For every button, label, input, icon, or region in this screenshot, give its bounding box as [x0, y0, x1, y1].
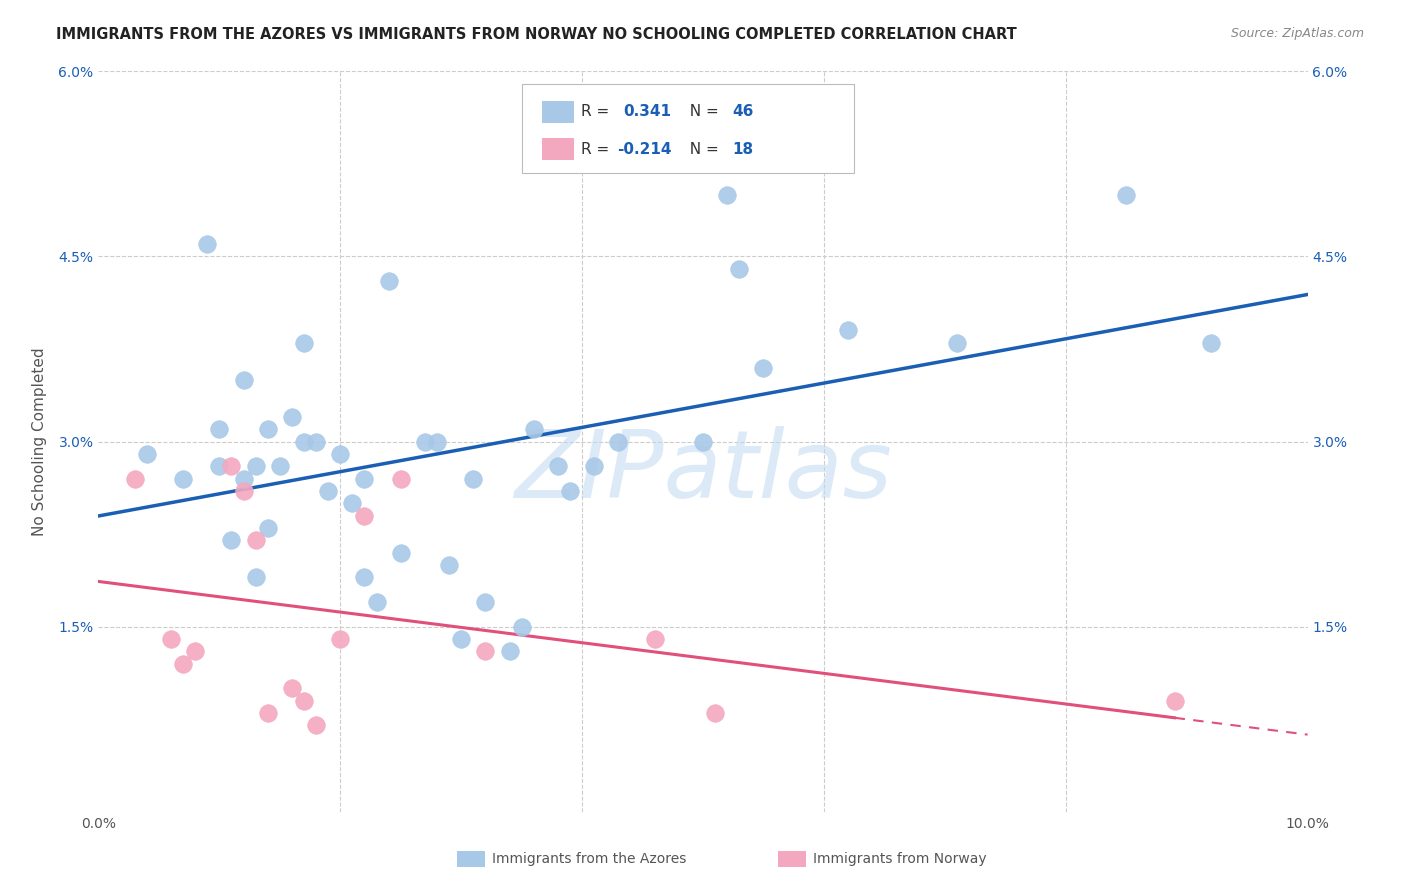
Point — [474, 644, 496, 658]
Text: Immigrants from Norway: Immigrants from Norway — [813, 852, 986, 866]
Point — [329, 447, 352, 461]
Point — [1163, 694, 1185, 708]
Point — [292, 434, 315, 449]
Point — [583, 459, 606, 474]
Point — [752, 360, 775, 375]
Point — [510, 619, 533, 633]
Point — [245, 459, 267, 474]
Point — [316, 483, 339, 498]
Point — [292, 694, 315, 708]
Point — [946, 335, 969, 350]
Point — [437, 558, 460, 572]
Point — [366, 595, 388, 609]
Point — [353, 508, 375, 523]
Point — [221, 533, 243, 548]
Text: Immigrants from the Azores: Immigrants from the Azores — [492, 852, 686, 866]
Point — [305, 718, 328, 732]
Text: ZIPatlas: ZIPatlas — [515, 425, 891, 516]
Point — [523, 422, 546, 436]
Text: 18: 18 — [733, 142, 754, 157]
Point — [281, 409, 304, 424]
Point — [607, 434, 630, 449]
Point — [208, 422, 231, 436]
Point — [135, 447, 157, 461]
Point — [1199, 335, 1222, 350]
Point — [353, 570, 375, 584]
Point — [245, 570, 267, 584]
Point — [208, 459, 231, 474]
Point — [160, 632, 183, 646]
Point — [704, 706, 727, 720]
Point — [389, 545, 412, 560]
Point — [256, 706, 278, 720]
Point — [389, 471, 412, 485]
Text: -0.214: -0.214 — [617, 142, 672, 157]
Text: 0.341: 0.341 — [623, 104, 671, 120]
Point — [281, 681, 304, 696]
Point — [184, 644, 207, 658]
Y-axis label: No Schooling Completed: No Schooling Completed — [32, 347, 48, 536]
Text: 46: 46 — [733, 104, 754, 120]
Point — [329, 632, 352, 646]
Point — [342, 496, 364, 510]
Point — [463, 471, 485, 485]
Point — [426, 434, 449, 449]
Point — [245, 533, 267, 548]
Text: IMMIGRANTS FROM THE AZORES VS IMMIGRANTS FROM NORWAY NO SCHOOLING COMPLETED CORR: IMMIGRANTS FROM THE AZORES VS IMMIGRANTS… — [56, 27, 1017, 42]
Point — [1115, 187, 1137, 202]
Point — [232, 483, 254, 498]
Point — [305, 434, 328, 449]
Point — [353, 471, 375, 485]
Point — [292, 335, 315, 350]
Point — [232, 373, 254, 387]
Point — [692, 434, 714, 449]
Point — [256, 422, 278, 436]
Point — [124, 471, 146, 485]
Point — [172, 471, 194, 485]
Text: Source: ZipAtlas.com: Source: ZipAtlas.com — [1230, 27, 1364, 40]
Text: R =: R = — [581, 142, 614, 157]
Point — [221, 459, 243, 474]
Point — [256, 521, 278, 535]
Point — [377, 274, 399, 288]
Point — [837, 324, 859, 338]
Point — [450, 632, 472, 646]
Point — [558, 483, 581, 498]
Point — [716, 187, 738, 202]
FancyBboxPatch shape — [543, 101, 574, 123]
Point — [498, 644, 520, 658]
Point — [232, 471, 254, 485]
Point — [195, 237, 218, 252]
Point — [413, 434, 436, 449]
Point — [172, 657, 194, 671]
Point — [644, 632, 666, 646]
FancyBboxPatch shape — [543, 138, 574, 161]
Point — [547, 459, 569, 474]
Point — [269, 459, 291, 474]
Text: N =: N = — [681, 104, 724, 120]
Text: R =: R = — [581, 104, 619, 120]
Text: N =: N = — [681, 142, 724, 157]
FancyBboxPatch shape — [522, 84, 855, 173]
Point — [474, 595, 496, 609]
Point — [728, 261, 751, 276]
